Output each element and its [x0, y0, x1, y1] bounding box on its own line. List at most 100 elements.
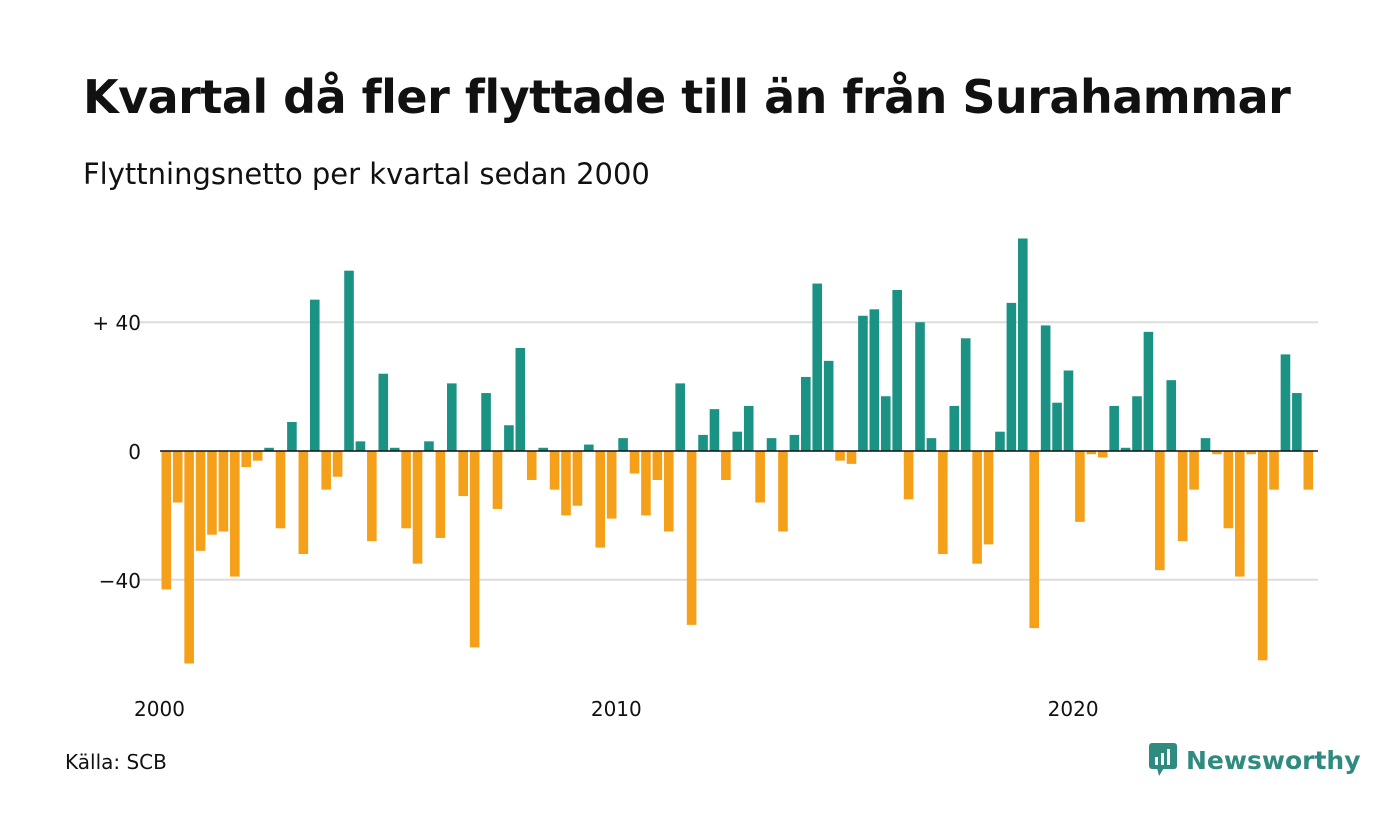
bar [264, 447, 274, 451]
bar [321, 451, 331, 490]
bar [344, 270, 354, 451]
bar [766, 438, 777, 451]
bar [801, 376, 811, 451]
source-note: Källa: SCB [65, 750, 167, 774]
bar [401, 451, 411, 529]
bar [960, 338, 971, 451]
bar [1177, 451, 1188, 542]
bar [1292, 393, 1302, 451]
bar [903, 451, 914, 500]
bar [572, 451, 583, 506]
bar [1280, 354, 1291, 451]
bar [663, 451, 674, 532]
bar [492, 451, 503, 509]
bar [983, 451, 994, 545]
newsworthy-logo-icon [1149, 743, 1177, 776]
bar [287, 422, 297, 451]
bar [869, 309, 880, 451]
bar [549, 451, 560, 490]
bar [835, 451, 845, 461]
bar [1097, 451, 1108, 458]
bar [424, 441, 434, 451]
bar [1212, 451, 1222, 455]
bar [1200, 438, 1211, 451]
bar [195, 451, 206, 551]
bar [1063, 370, 1074, 451]
bar [652, 451, 663, 480]
bar [709, 409, 720, 451]
bar [686, 451, 697, 625]
bar [938, 451, 948, 555]
bar [823, 360, 834, 451]
bar [447, 383, 457, 451]
bar [469, 451, 480, 648]
bar [949, 405, 960, 451]
bar [1052, 402, 1062, 451]
bar [526, 451, 537, 480]
bar [218, 451, 229, 532]
bar [378, 373, 389, 451]
chart-subtitle: Flyttningsnetto per kvartal sedan 2000 [83, 157, 650, 191]
bar [1166, 380, 1177, 451]
bar [1006, 302, 1017, 451]
bar [595, 451, 606, 548]
bar [995, 431, 1005, 451]
bar [412, 451, 423, 564]
bar [778, 451, 788, 532]
bar [275, 451, 286, 529]
bar [298, 451, 309, 555]
y-tick-label: + 40 [92, 311, 141, 335]
bar [846, 451, 857, 464]
bar [892, 290, 902, 451]
bar [367, 451, 377, 542]
bar [515, 347, 526, 451]
bar [1189, 451, 1199, 490]
bar [732, 431, 743, 451]
bar [538, 447, 548, 451]
bar [458, 451, 469, 497]
bar [184, 451, 194, 664]
bar [1109, 405, 1119, 451]
bar [584, 444, 594, 451]
bar [1234, 451, 1245, 577]
bar [332, 451, 343, 477]
bar [1223, 451, 1234, 529]
brand-logo: Newsworthy [1148, 742, 1361, 778]
bar [915, 322, 925, 451]
bar [743, 405, 754, 451]
bar [241, 451, 252, 468]
bar [207, 451, 217, 535]
bar [252, 451, 263, 461]
bar [972, 451, 982, 564]
bar [389, 447, 400, 451]
bar [355, 441, 366, 451]
bar [1075, 451, 1085, 522]
bar [812, 283, 823, 451]
bar [504, 425, 514, 451]
bar [789, 434, 800, 451]
bar [1086, 451, 1097, 455]
bar [1018, 238, 1028, 451]
bar [755, 451, 765, 503]
bar [172, 451, 183, 503]
bar [481, 393, 491, 451]
chart-title: Kvartal då fler flyttade till än från Su… [83, 70, 1291, 124]
bar [606, 451, 617, 519]
bar [721, 451, 731, 480]
bar [1303, 451, 1314, 490]
bar [1155, 451, 1165, 571]
bar [309, 299, 320, 451]
y-tick-label: −40 [99, 569, 141, 593]
bar [1132, 396, 1142, 451]
bar [618, 438, 628, 451]
y-tick-label: 0 [128, 440, 141, 464]
bar [1120, 447, 1131, 451]
bar [880, 396, 891, 451]
bar [230, 451, 240, 577]
bar [161, 451, 172, 590]
brand-name: Newsworthy [1186, 745, 1361, 775]
bar [1246, 451, 1256, 455]
bar [629, 451, 640, 474]
x-tick-label: 2000 [134, 697, 185, 721]
x-tick-label: 2010 [591, 697, 642, 721]
